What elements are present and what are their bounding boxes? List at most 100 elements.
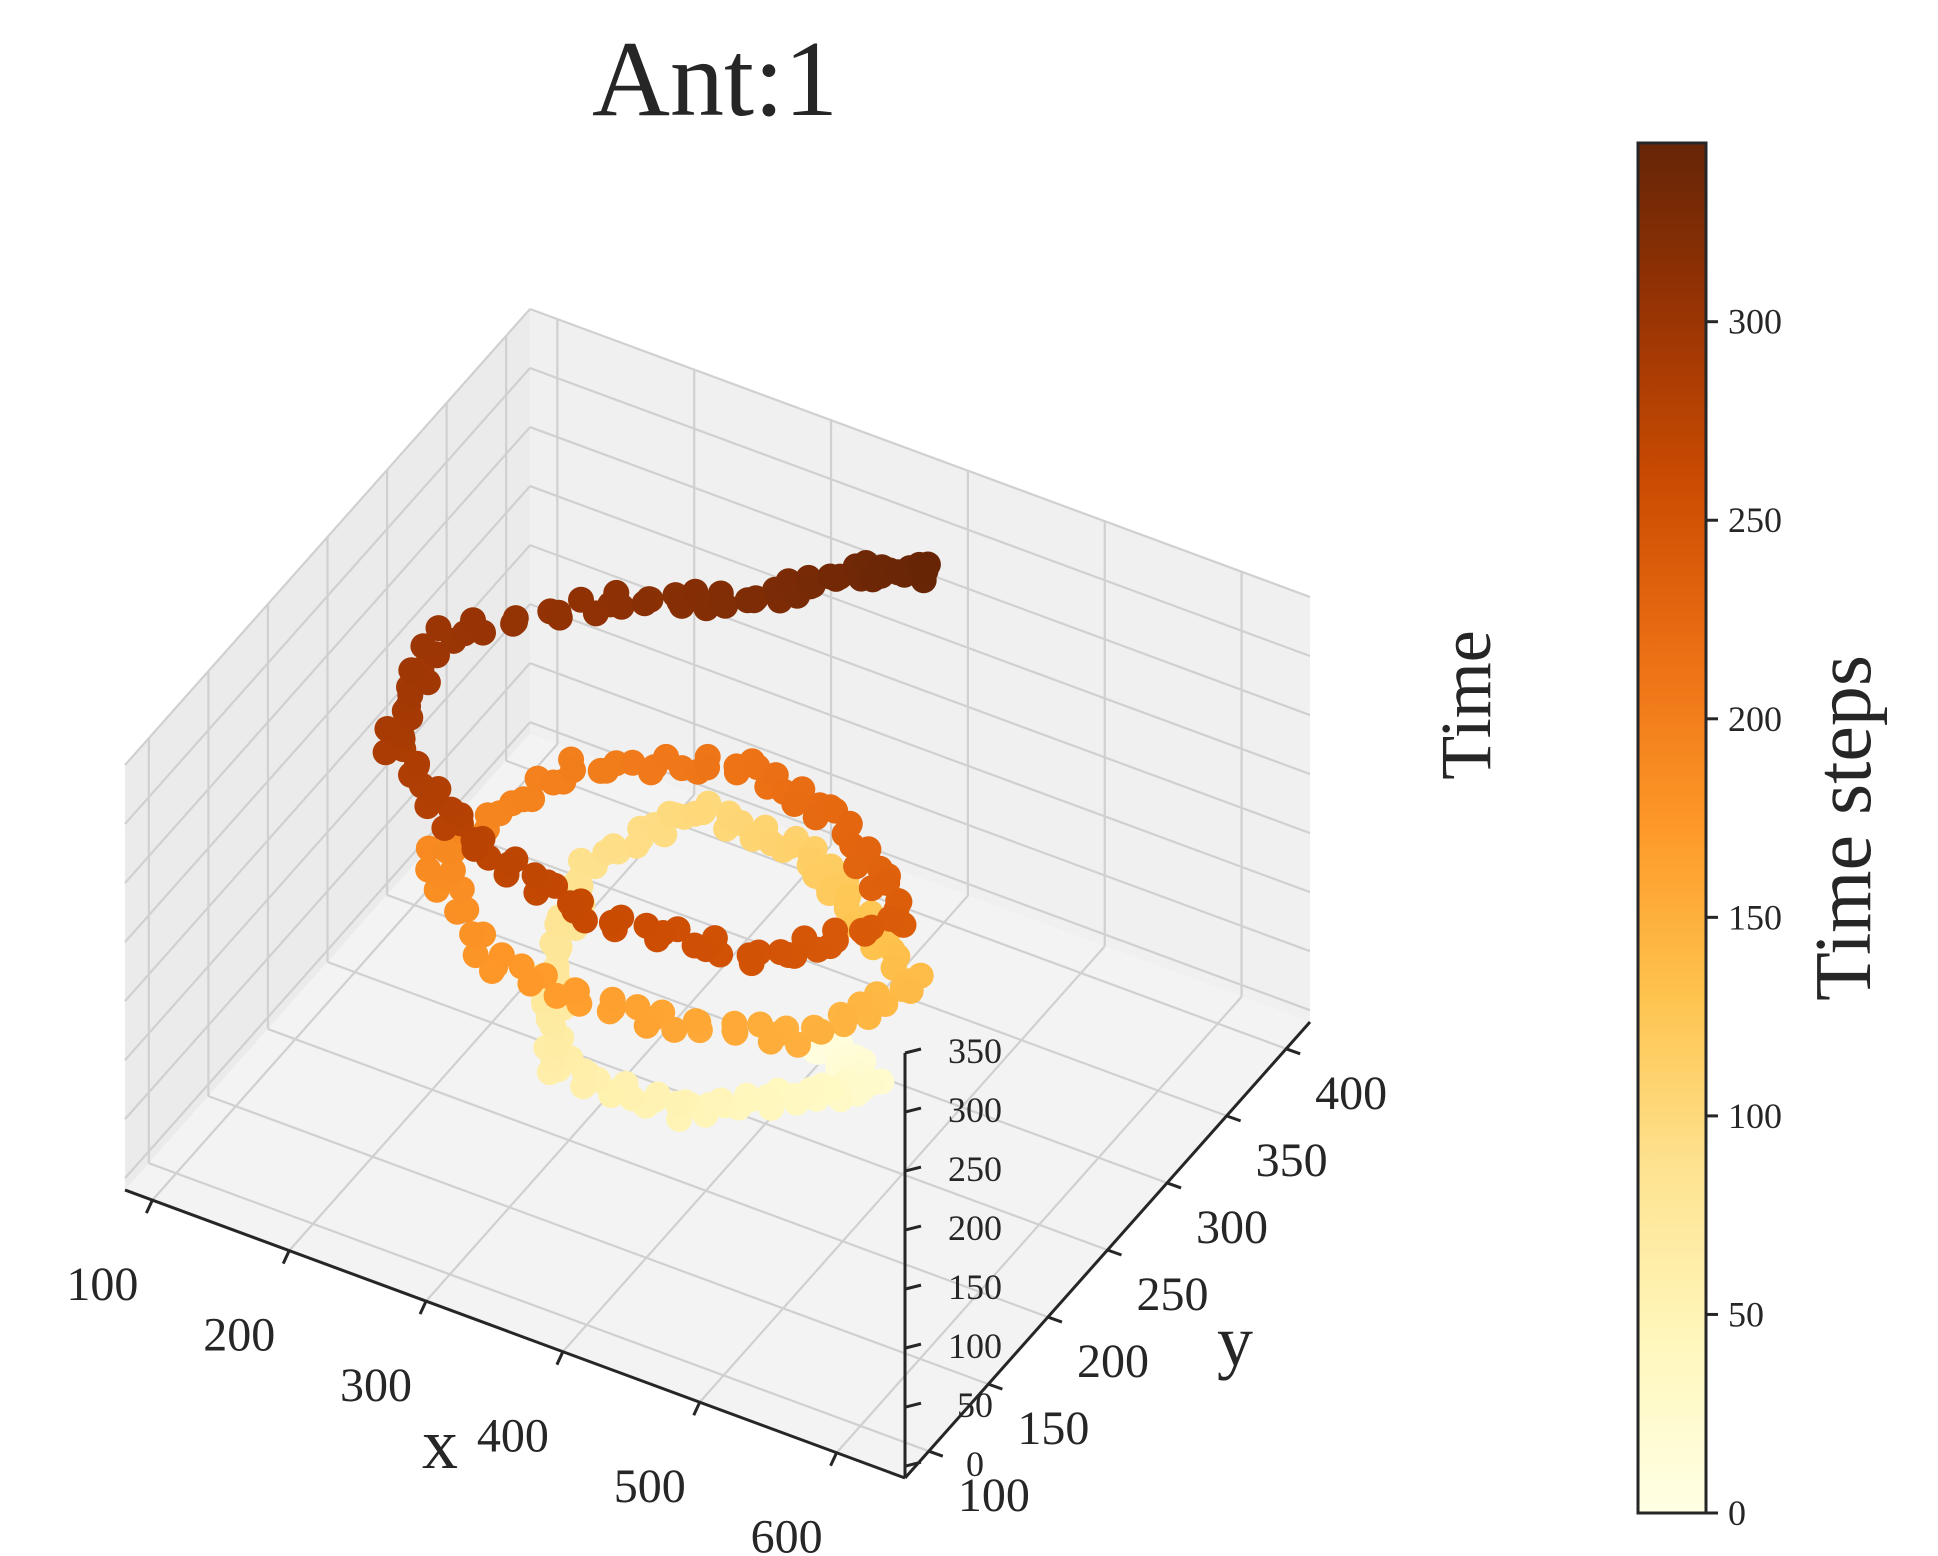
data-point xyxy=(734,587,761,614)
data-point xyxy=(767,939,794,966)
data-point xyxy=(664,1090,691,1117)
grid-line xyxy=(124,721,531,1179)
data-point xyxy=(598,909,625,936)
colorbar-tick-label: 0 xyxy=(1728,1493,1746,1533)
data-point xyxy=(747,1011,774,1038)
grid-line xyxy=(124,308,531,766)
y-tick-label: 150 xyxy=(1017,1402,1089,1455)
grid-line xyxy=(267,1028,1049,1319)
x-tick-label: 300 xyxy=(340,1359,412,1412)
z-tick-label: 200 xyxy=(948,1208,1002,1248)
data-point xyxy=(599,986,626,1013)
data-point xyxy=(459,921,486,948)
x-axis-line xyxy=(124,1188,906,1480)
data-point xyxy=(415,856,442,883)
grid-line xyxy=(124,426,531,884)
z-tick xyxy=(904,1047,922,1055)
data-point xyxy=(737,1086,764,1113)
colorbar-ticks: 0 50 100 150 200 250 300 xyxy=(1706,302,1782,1533)
y-tick xyxy=(1285,1047,1301,1056)
data-point xyxy=(410,633,437,660)
y-tick xyxy=(928,1449,944,1458)
z-tick xyxy=(904,1342,922,1350)
tick-marks xyxy=(145,1047,1301,1468)
y-tick-label: 200 xyxy=(1077,1335,1149,1388)
data-point xyxy=(712,592,739,619)
z-tick-label: 250 xyxy=(948,1149,1002,1189)
data-point xyxy=(398,657,425,684)
grid-line xyxy=(124,367,531,825)
z-tick xyxy=(904,1460,922,1468)
axes-3d: 100 200 300 400 500 600 100 150 200 250 300 350 400 0… xyxy=(66,307,1387,1556)
data-point xyxy=(914,551,941,578)
data-point xyxy=(816,1077,843,1104)
y-tick-label: 300 xyxy=(1196,1201,1268,1254)
data-point xyxy=(836,812,863,839)
y-tick-label: 100 xyxy=(958,1469,1030,1522)
x-tick-label: 600 xyxy=(751,1511,823,1556)
colorbar-tick-label: 250 xyxy=(1728,500,1782,540)
data-point xyxy=(521,862,548,889)
data-point xyxy=(797,573,824,600)
data-point xyxy=(470,619,496,646)
y-tick xyxy=(1047,1315,1063,1324)
data-point xyxy=(781,791,808,817)
y-tick-label: 350 xyxy=(1256,1134,1328,1187)
z-tick-label: 100 xyxy=(948,1326,1002,1366)
z-tick xyxy=(904,1106,922,1114)
data-point xyxy=(694,754,721,781)
x-tick xyxy=(281,1250,291,1265)
data-point xyxy=(560,757,586,784)
z-tick-label: 150 xyxy=(948,1267,1002,1307)
z-tick-label: 0 xyxy=(966,1444,984,1484)
data-point xyxy=(817,563,844,590)
chart-title: Ant:1 xyxy=(592,20,838,139)
data-point xyxy=(690,799,717,826)
y-tick-label: 250 xyxy=(1137,1268,1209,1321)
grid-line xyxy=(124,662,531,1120)
data-point xyxy=(593,757,620,784)
data-point xyxy=(624,994,651,1021)
data-point xyxy=(557,890,583,917)
colorbar-label: Time steps xyxy=(1800,655,1888,1001)
y-tick xyxy=(1166,1181,1182,1190)
data-point xyxy=(723,759,750,786)
z-tick xyxy=(904,1401,922,1409)
data-point xyxy=(897,978,924,1004)
colorbar: 0 50 100 150 200 250 300 Time steps xyxy=(1636,141,1888,1533)
x-tick-label: 200 xyxy=(203,1309,275,1362)
grid-line xyxy=(529,485,1311,776)
data-point xyxy=(843,853,870,880)
data-point xyxy=(884,559,911,586)
z-tick xyxy=(904,1224,922,1232)
grid-line xyxy=(208,1095,989,1386)
z-tick xyxy=(904,1165,922,1173)
data-point xyxy=(374,716,401,742)
data-point xyxy=(736,942,763,969)
z-tick xyxy=(904,1283,922,1291)
x-axis-label: x xyxy=(422,1404,458,1484)
data-point xyxy=(685,1009,712,1036)
data-point xyxy=(852,920,878,947)
colorbar-tick-label: 50 xyxy=(1728,1294,1764,1334)
x-tick xyxy=(829,1452,838,1467)
data-point xyxy=(545,599,572,626)
data-point xyxy=(502,609,528,635)
data-point xyxy=(808,1018,835,1045)
grid-line xyxy=(529,662,1311,953)
y-tick xyxy=(987,1382,1003,1391)
colorbar-tick-label: 100 xyxy=(1728,1096,1782,1136)
data-point xyxy=(462,942,489,969)
data-point xyxy=(543,1033,570,1060)
y-tick-label: 400 xyxy=(1315,1067,1387,1120)
colorbar-tick-label: 200 xyxy=(1728,699,1782,739)
data-point xyxy=(546,934,573,961)
grid-line xyxy=(529,603,1311,894)
data-point xyxy=(608,593,635,620)
pane-back-wall xyxy=(530,309,1310,1022)
grid-line xyxy=(529,307,1311,599)
data-point xyxy=(644,1081,671,1108)
data-point xyxy=(721,1010,748,1037)
data-point xyxy=(631,590,658,617)
tick-labels: 100 200 300 400 500 600 100 150 200 250 300 350 400 0… xyxy=(66,1031,1387,1556)
